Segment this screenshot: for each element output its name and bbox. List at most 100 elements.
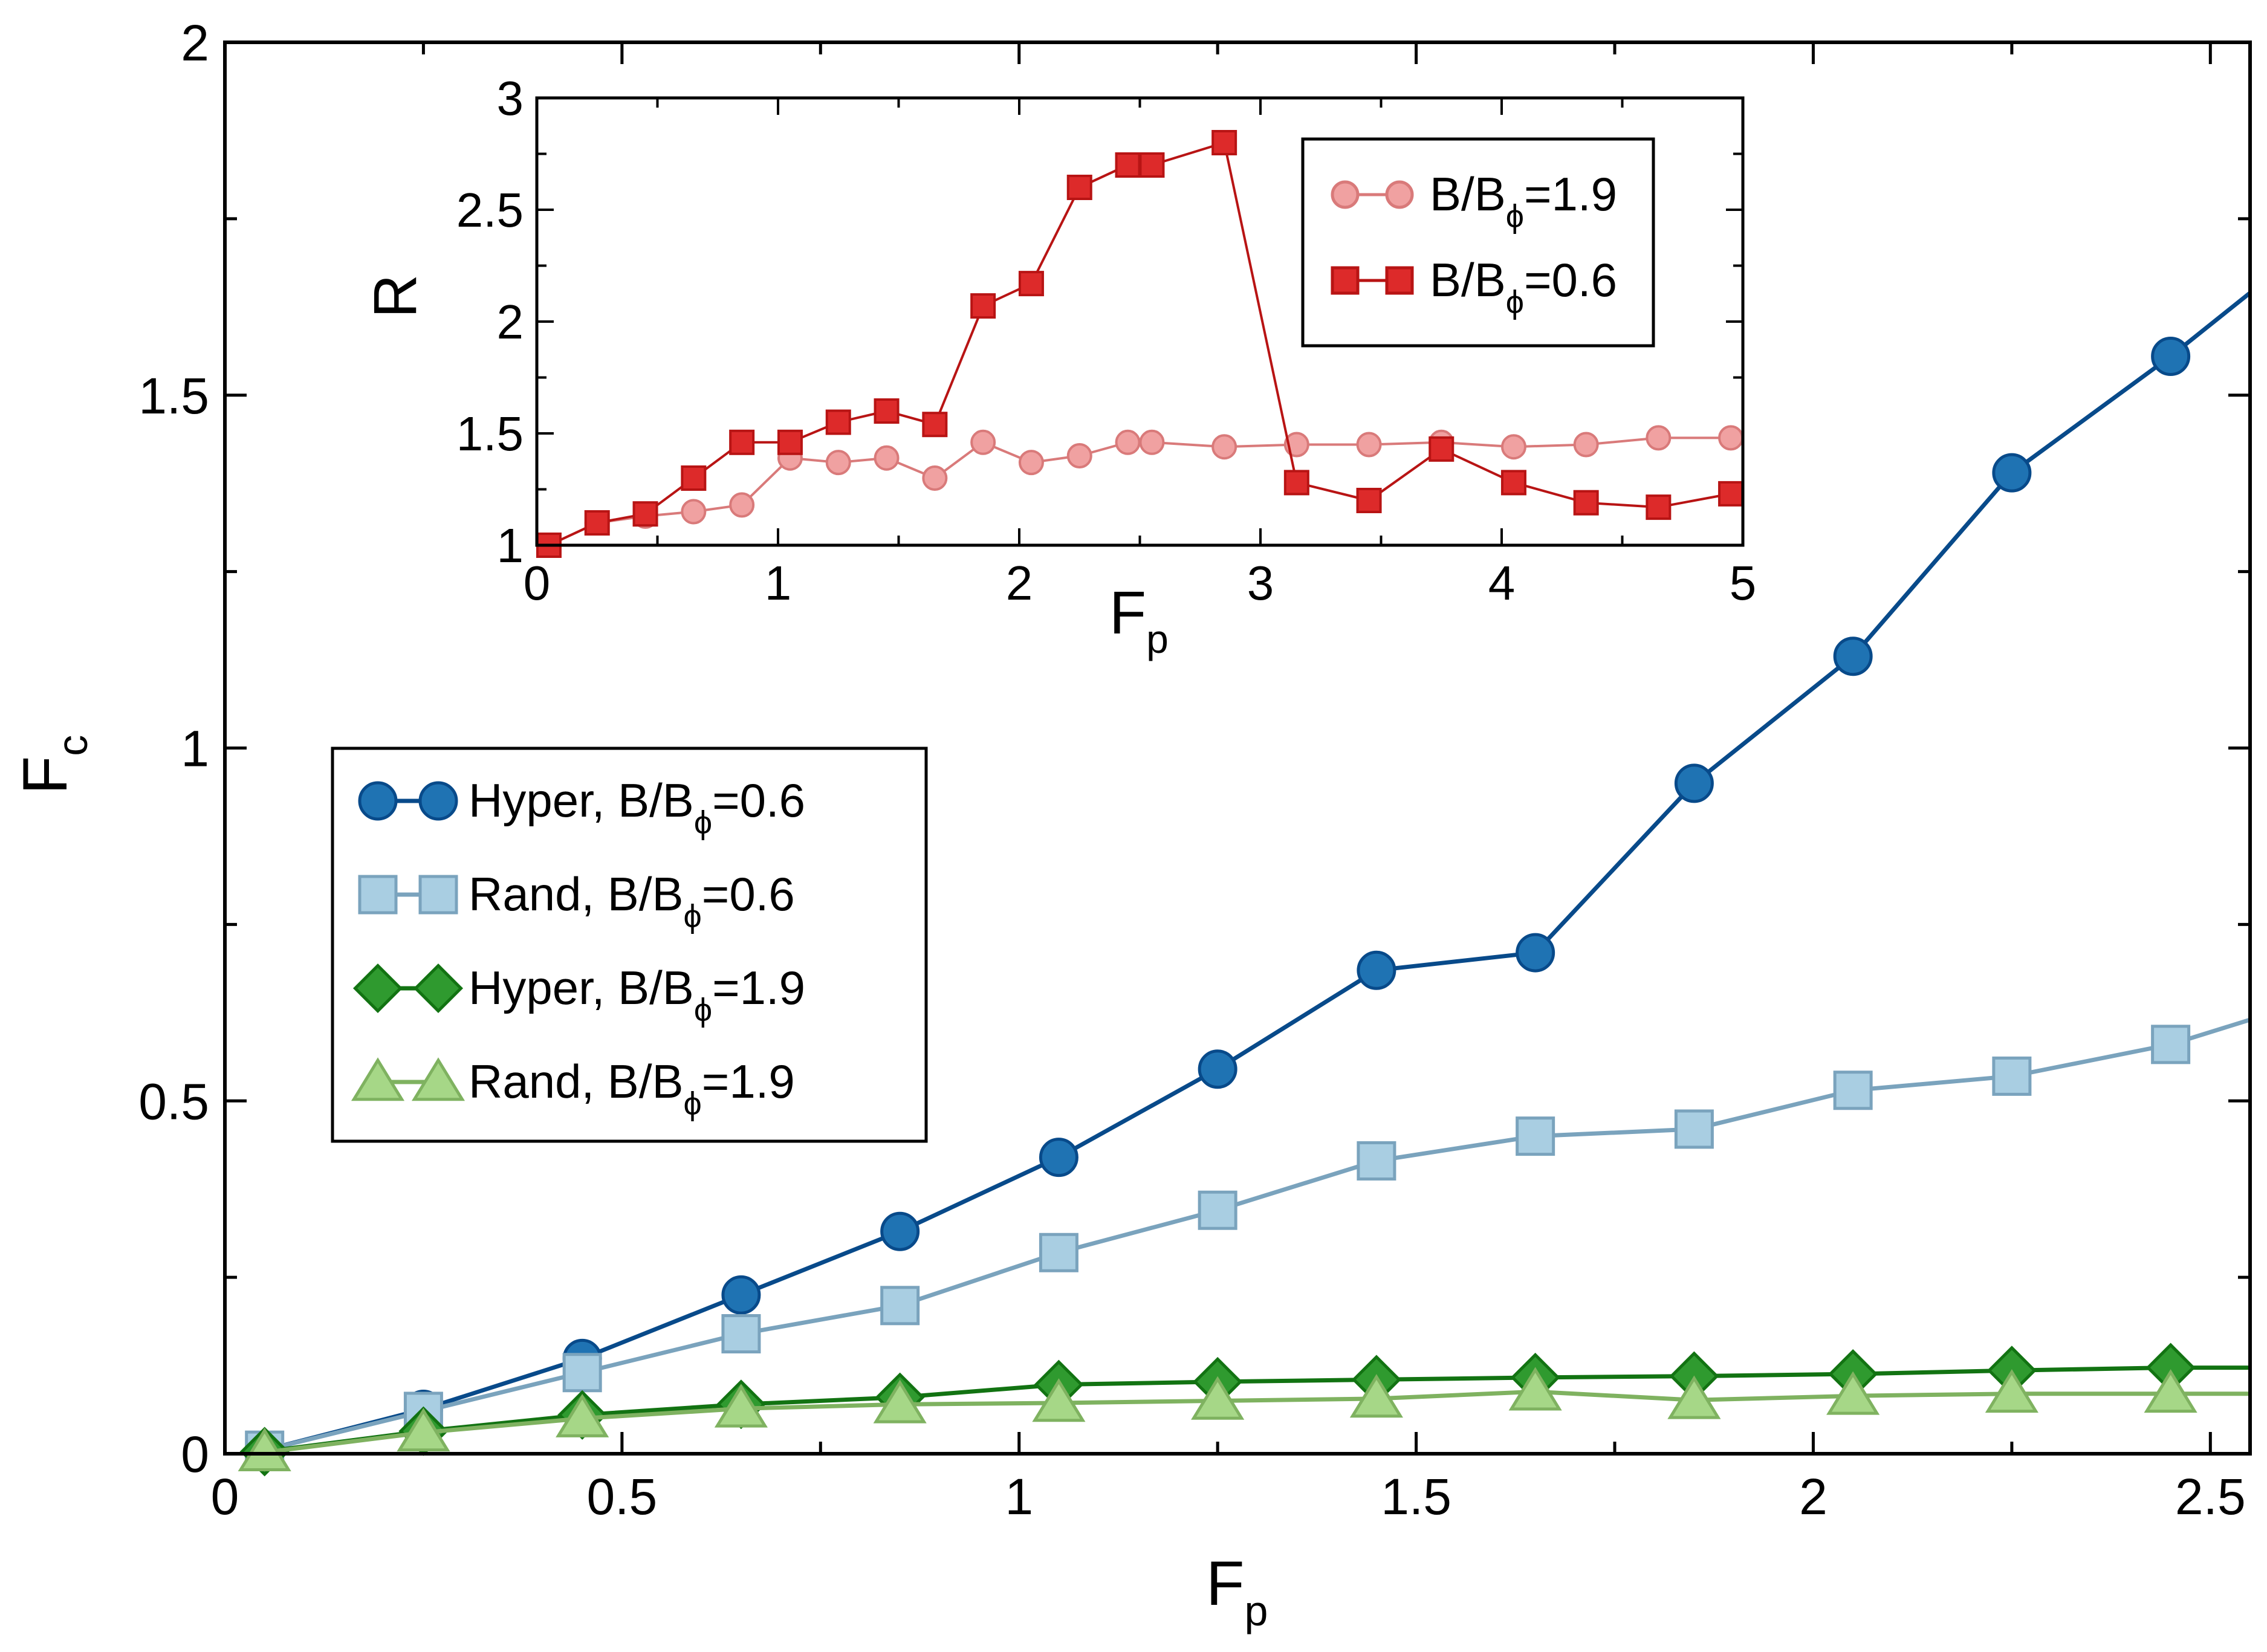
main-y-axis-title: Fc — [10, 735, 96, 795]
main-series-line — [264, 1365, 2250, 1454]
inset-data-point — [825, 409, 851, 435]
inset-data-point — [1283, 470, 1309, 496]
inset-data-point — [1429, 436, 1455, 462]
inset-legend-box — [1301, 137, 1655, 348]
main-data-point — [880, 1286, 920, 1326]
inset-data-point — [1500, 470, 1526, 496]
inset-legend-label: B/Bϕ=0.6 — [1430, 253, 1617, 320]
inset-plot-frame — [535, 96, 1745, 547]
main-data-point — [1516, 933, 1555, 973]
inset-data-point — [1500, 434, 1526, 460]
main-y-tick-label: 0.5 — [138, 1073, 209, 1130]
inset-y-tick-label: 3 — [497, 71, 524, 125]
main-legend-label: Rand, B/Bϕ=0.6 — [469, 867, 795, 935]
main-series-line — [264, 1389, 2250, 1455]
main-data-point — [1039, 1138, 1078, 1177]
inset-y-tick-label: 2.5 — [456, 183, 524, 237]
main-legend-marker — [411, 1057, 465, 1101]
main-legend-entry: Hyper, B/Bϕ=0.6 — [358, 774, 805, 841]
main-data-point — [880, 1211, 920, 1251]
main-legend-entry: Hyper, B/Bϕ=1.9 — [352, 961, 805, 1028]
main-data-point — [1198, 1049, 1237, 1089]
main-x-tick-label: 2 — [1799, 1468, 1828, 1525]
main-data-point — [1992, 453, 2032, 493]
inset-x-tick-label: 1 — [765, 556, 792, 610]
inset-data-point — [681, 465, 707, 491]
inset-data-point — [1356, 432, 1382, 458]
main-data-point — [2151, 1025, 2191, 1064]
inset-x-axis-title: Fp — [1109, 579, 1169, 661]
inset-y-axis-title: R — [362, 274, 429, 318]
main-legend-marker — [358, 781, 398, 821]
inset-legend-marker — [1331, 180, 1360, 209]
main-legend-marker — [358, 875, 398, 915]
inset-legend-label-main: B/B — [1430, 167, 1506, 221]
main-legend-label-main: Rand, B/B — [469, 1055, 684, 1108]
inset-data-point — [1139, 152, 1165, 178]
inset-legend-entries: B/Bϕ=1.9B/Bϕ=0.6 — [1331, 167, 1617, 320]
inset-data-point — [729, 429, 755, 455]
inset-legend-label: B/Bϕ=1.9 — [1430, 167, 1617, 235]
main-legend-label-subscript: ϕ — [694, 992, 712, 1028]
inset-data-point — [874, 398, 900, 424]
main-x-tick-label: 1 — [1005, 1468, 1033, 1525]
inset-legend: B/Bϕ=1.9B/Bϕ=0.6 — [1301, 137, 1655, 348]
main-series-4 — [238, 1367, 2250, 1471]
main-x-tick-label: 1.5 — [1381, 1468, 1451, 1525]
inset-data-point — [825, 450, 851, 476]
inset-data-point — [1211, 130, 1237, 155]
main-axis-ticks — [223, 40, 2250, 1456]
main-y-axis-title-subscript: c — [49, 735, 96, 756]
inset-x-tick-label: 3 — [1247, 556, 1274, 610]
main-data-point — [721, 1275, 761, 1315]
main-data-point — [1674, 763, 1714, 803]
main-legend-label-tail: =1.9 — [712, 961, 805, 1014]
main-data-point — [1992, 1056, 2032, 1096]
inset-data-point — [1573, 490, 1599, 516]
main-data-point — [1508, 1367, 1562, 1411]
inset-data-point — [1718, 481, 1744, 507]
inset-legend-label-main: B/B — [1430, 253, 1506, 306]
main-data-point — [873, 1379, 927, 1424]
main-data-point — [1833, 637, 1873, 676]
inset-data-point — [632, 501, 658, 527]
main-legend-label-main: Rand, B/B — [469, 867, 684, 921]
inset-legend-label-subscript: ϕ — [1506, 198, 1524, 235]
main-x-tick-label: 2.5 — [2175, 1468, 2246, 1525]
main-legend-marker — [352, 963, 403, 1014]
main-y-axis-title-main: F — [10, 756, 80, 795]
main-x-axis-title: Fp — [1206, 1549, 1268, 1634]
inset-legend-label-tail: =1.9 — [1524, 167, 1617, 221]
main-data-point — [1039, 1233, 1078, 1272]
inset-data-point — [874, 445, 900, 471]
inset-data-point — [777, 429, 803, 455]
main-legend-label-main: Hyper, B/B — [469, 774, 694, 827]
inset-legend-label-tail: =0.6 — [1524, 253, 1617, 306]
main-legend-label-tail: =1.9 — [702, 1055, 795, 1108]
main-y-tick-label: 1.5 — [138, 368, 209, 424]
main-data-point — [397, 1408, 450, 1452]
main-legend-label-subscript: ϕ — [694, 805, 712, 841]
inset-y-tick-label: 2 — [497, 295, 524, 349]
main-data-point — [721, 1314, 761, 1354]
main-y-tick-label: 2 — [181, 15, 209, 71]
main-data-point — [562, 1353, 602, 1393]
inset-data-point — [1356, 488, 1382, 513]
inset-x-tick-label: 4 — [1488, 556, 1516, 610]
inset-data-point — [681, 499, 707, 525]
main-x-axis-title-main: F — [1206, 1549, 1245, 1619]
main-data-point — [1198, 1190, 1237, 1230]
main-data-point — [1357, 1141, 1396, 1181]
main-legend-label-subscript: ϕ — [684, 1086, 702, 1122]
inset-x-axis-title-main: F — [1109, 579, 1146, 647]
inset-x-tick-label: 2 — [1006, 556, 1033, 610]
inset-legend-marker — [1385, 180, 1414, 209]
inset-data-point — [1115, 152, 1141, 178]
inset-data-point — [922, 465, 948, 491]
inset-data-point — [1211, 434, 1237, 460]
inset-data-point — [922, 412, 948, 438]
main-legend-label-tail: =0.6 — [702, 867, 795, 921]
inset-data-point — [1066, 175, 1092, 200]
